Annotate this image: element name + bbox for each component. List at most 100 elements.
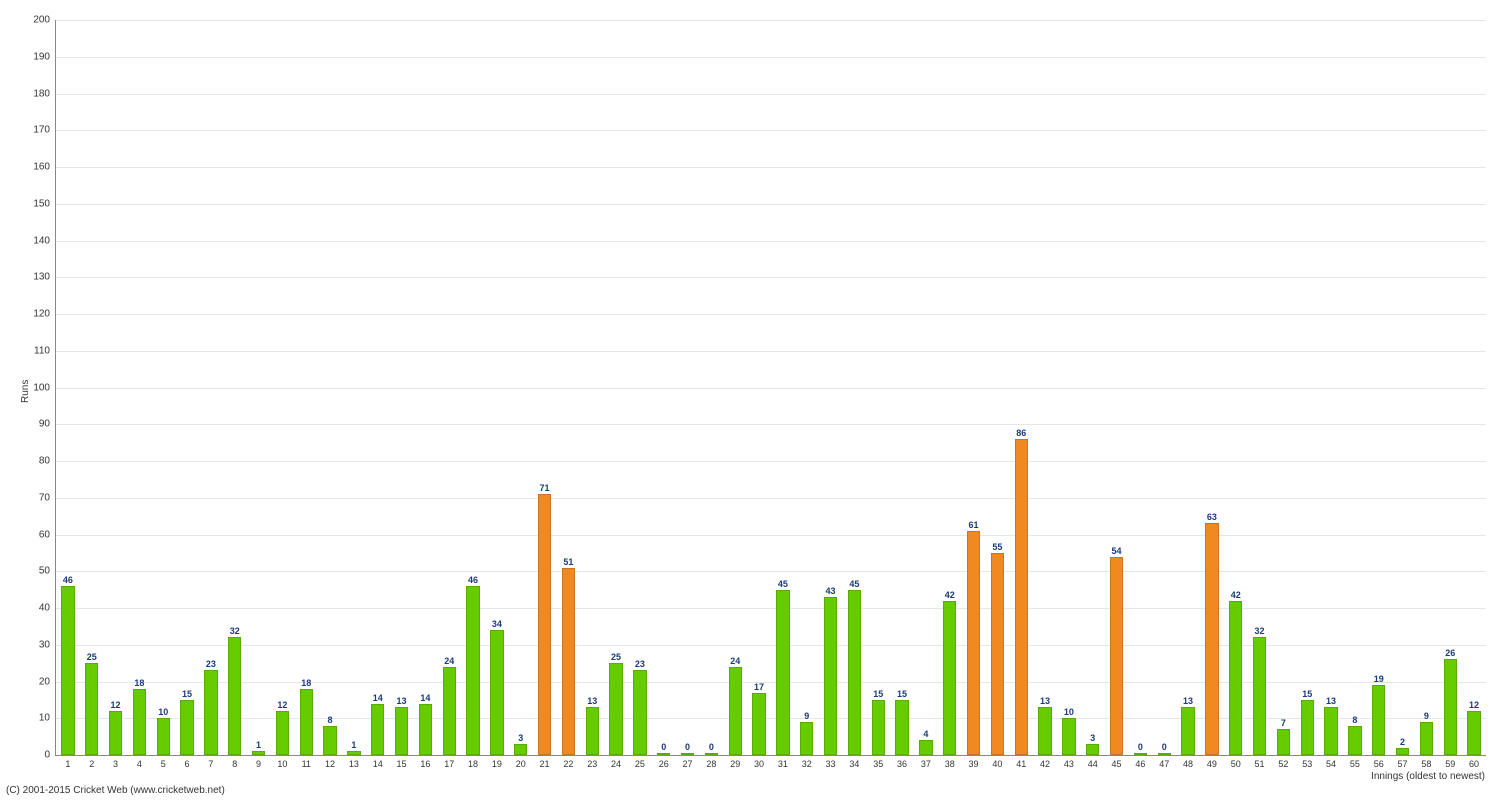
x-tick-label: 56: [1374, 755, 1384, 769]
x-tick-label: 59: [1445, 755, 1455, 769]
bar-value-label: 23: [635, 659, 645, 671]
y-tick-label: 200: [33, 15, 56, 26]
bar: 2: [1396, 748, 1409, 755]
bar-slot: 2325: [628, 20, 652, 755]
x-tick-label: 35: [873, 755, 883, 769]
plot-area: 4612521231841051562373281912101811812113…: [55, 20, 1486, 756]
x-tick-label: 49: [1207, 755, 1217, 769]
bar-slot: 1354: [1319, 20, 1343, 755]
bar-slot: 027: [676, 20, 700, 755]
bar-value-label: 15: [897, 689, 907, 701]
bar: 25: [609, 663, 622, 755]
bar: 46: [61, 586, 74, 755]
y-tick-label: 40: [39, 603, 56, 614]
bar: 86: [1015, 439, 1028, 755]
x-tick-label: 13: [349, 755, 359, 769]
bar: 42: [943, 601, 956, 755]
bar: 13: [1181, 707, 1194, 755]
x-tick-label: 53: [1302, 755, 1312, 769]
x-tick-label: 46: [1135, 755, 1145, 769]
bar-value-label: 15: [1302, 689, 1312, 701]
x-tick-label: 15: [397, 755, 407, 769]
bar-slot: 028: [700, 20, 724, 755]
x-tick-label: 37: [921, 755, 931, 769]
bar-slot: 1416: [414, 20, 438, 755]
bar-slot: 6139: [962, 20, 986, 755]
bar-value-label: 15: [873, 689, 883, 701]
bar: 12: [276, 711, 289, 755]
x-tick-label: 19: [492, 755, 502, 769]
x-tick-label: 30: [754, 755, 764, 769]
bar: 26: [1444, 659, 1457, 755]
bar-slot: 105: [151, 20, 175, 755]
bar-value-label: 2: [1400, 737, 1405, 749]
bar-value-label: 0: [1138, 742, 1143, 754]
x-tick-label: 60: [1469, 755, 1479, 769]
bar-slot: 1730: [747, 20, 771, 755]
bar-value-label: 0: [709, 742, 714, 754]
bar: 3: [514, 744, 527, 755]
bar-value-label: 24: [730, 656, 740, 668]
bar-value-label: 25: [87, 652, 97, 664]
bar-slot: 4238: [938, 20, 962, 755]
bar-slot: 1811: [294, 20, 318, 755]
bar-value-label: 51: [563, 557, 573, 569]
x-tick-label: 28: [706, 755, 716, 769]
bar: 7: [1277, 729, 1290, 755]
bar-value-label: 0: [661, 742, 666, 754]
bar-value-label: 46: [63, 575, 73, 587]
bar-value-label: 8: [1352, 715, 1357, 727]
x-tick-label: 33: [826, 755, 836, 769]
x-tick-label: 18: [468, 755, 478, 769]
y-tick-label: 20: [39, 676, 56, 687]
y-axis-title: Runs: [20, 379, 31, 402]
x-tick-label: 11: [302, 755, 311, 769]
bar-value-label: 42: [945, 590, 955, 602]
y-tick-label: 90: [39, 419, 56, 430]
x-tick-label: 41: [1016, 755, 1026, 769]
bar-slot: 2429: [723, 20, 747, 755]
bar-slot: 4531: [771, 20, 795, 755]
x-tick-label: 45: [1112, 755, 1122, 769]
y-tick-label: 80: [39, 456, 56, 467]
bar: 17: [752, 693, 765, 755]
bar: 13: [586, 707, 599, 755]
bar-slot: 4534: [843, 20, 867, 755]
y-tick-label: 190: [33, 51, 56, 62]
y-tick-label: 10: [39, 713, 56, 724]
bar: 32: [1253, 637, 1266, 755]
x-tick-label: 29: [730, 755, 740, 769]
x-tick-label: 12: [325, 755, 335, 769]
x-tick-label: 22: [563, 755, 573, 769]
x-tick-label: 1: [65, 755, 70, 769]
bar: 45: [848, 590, 861, 755]
bar-slot: 5122: [557, 20, 581, 755]
copyright-text: (C) 2001-2015 Cricket Web (www.cricketwe…: [6, 785, 225, 796]
x-tick-label: 43: [1064, 755, 1074, 769]
bar-slot: 123: [104, 20, 128, 755]
bar-slot: 2417: [437, 20, 461, 755]
bar: 13: [395, 707, 408, 755]
bar: 61: [967, 531, 980, 755]
bar-slot: 855: [1343, 20, 1367, 755]
x-tick-label: 16: [420, 755, 430, 769]
bar-value-label: 12: [277, 700, 287, 712]
bar-value-label: 46: [468, 575, 478, 587]
bar: 23: [633, 670, 646, 755]
bar-slot: 047: [1152, 20, 1176, 755]
bar-value-label: 1: [256, 740, 261, 752]
bar-value-label: 55: [992, 542, 1002, 554]
y-tick-label: 0: [44, 750, 56, 761]
x-tick-label: 9: [256, 755, 261, 769]
bar: 23: [204, 670, 217, 755]
bar: 24: [443, 667, 456, 755]
bar-slot: 1043: [1057, 20, 1081, 755]
bar: 15: [180, 700, 193, 755]
bar-slot: 437: [914, 20, 938, 755]
y-tick-label: 170: [33, 125, 56, 136]
bar-slot: 026: [652, 20, 676, 755]
bar-value-label: 9: [804, 711, 809, 723]
bar-value-label: 3: [518, 733, 523, 745]
bar-value-label: 13: [1326, 696, 1336, 708]
x-tick-label: 27: [683, 755, 693, 769]
